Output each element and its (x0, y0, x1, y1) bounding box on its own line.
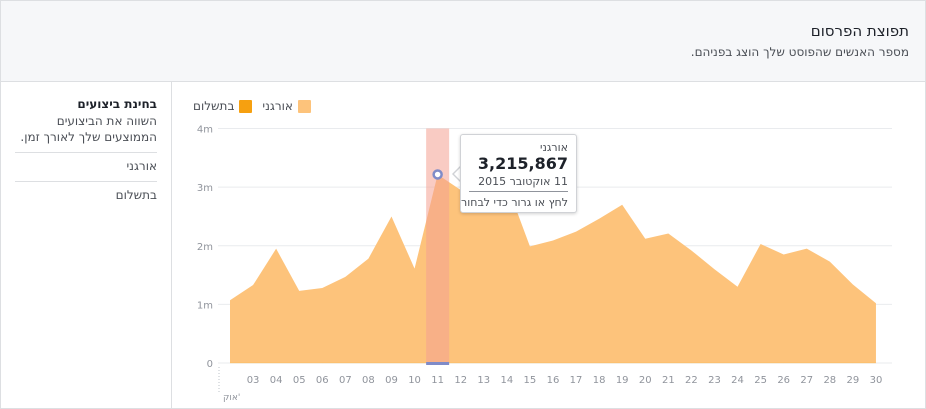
compare-paid-option[interactable]: בתשלום (115, 188, 157, 202)
x-tick-label: 14 (500, 375, 513, 386)
tooltip-date: 11 אוקטובר 2015 (478, 175, 568, 188)
tooltip-arrow-fill (454, 167, 461, 181)
legend-label-organic: אורגני (262, 99, 293, 113)
y-tick-label: 0 (207, 359, 213, 370)
x-tick-label: 06 (316, 375, 329, 386)
performance-sidebar: בחינת ביצועים השווה את הביצועים הממוצעים… (1, 82, 172, 408)
selected-day-underline (426, 362, 450, 365)
x-tick-label: 20 (639, 375, 652, 386)
tooltip-divider (469, 191, 568, 192)
x-tick-label: 10 (408, 375, 421, 386)
legend-label-paid: בתשלום (193, 99, 235, 113)
panel-subtitle: מספר האנשים שהפוסט שלך הוצג בפניהם. (690, 45, 909, 59)
organic-series-area (230, 174, 876, 363)
panel-title: תפוצת הפרסום (810, 22, 909, 40)
x-tick-label: 03 (247, 375, 260, 386)
legend-item-paid[interactable]: בתשלום (193, 99, 253, 113)
x-tick-label: 04 (270, 375, 283, 386)
x-tick-label: 27 (800, 375, 813, 386)
x-tick-label: 05 (293, 375, 306, 386)
x-tick-label: 17 (570, 375, 583, 386)
compare-organic-option[interactable]: אורגני (126, 159, 158, 173)
x-tick-label: 30 (870, 375, 883, 386)
x-tick-label: 25 (754, 375, 767, 386)
selected-point-marker (432, 169, 443, 180)
performance-description: השווה את הביצועים הממוצעים שלך לאורך זמן… (20, 114, 157, 144)
y-tick-label: 4m (197, 125, 213, 136)
x-tick-label: 18 (593, 375, 606, 386)
x-tick-label: 19 (616, 375, 629, 386)
x-tick-label: 16 (547, 375, 560, 386)
performance-heading: בחינת ביצועים (77, 97, 157, 111)
sidebar-divider (15, 181, 157, 182)
x-tick-label: 26 (777, 375, 790, 386)
sidebar-divider (15, 152, 157, 153)
x-tick-label: 28 (823, 375, 836, 386)
x-tick-label: 22 (685, 375, 698, 386)
tooltip-value: 3,215,867 (477, 154, 568, 173)
x-tick-label: 09 (385, 375, 398, 386)
x-tick-label: 11 (431, 375, 444, 386)
x-tick-label: 15 (524, 375, 537, 386)
chart-legend: אורגני בתשלום (193, 97, 321, 115)
legend-swatch-organic (297, 99, 311, 113)
x-tick-label: 21 (662, 375, 675, 386)
x-tick-label: 24 (731, 375, 744, 386)
x-tick-label: 12 (454, 375, 467, 386)
legend-item-organic[interactable]: אורגני (262, 99, 311, 113)
reach-area-chart[interactable]: 0 1m 2m 3m 4m 03 04 05 06 07 08 09 10 11 12 13 14 15 16 17 1… (172, 82, 924, 407)
x-tick-label: 13 (477, 375, 490, 386)
y-tick-label: 3m (197, 183, 213, 194)
tooltip-series: אורגני (540, 141, 568, 154)
panel-header: תפוצת הפרסום מספר האנשים שהפוסט שלך הוצג… (1, 1, 925, 82)
tooltip-hint: לחץ או גרור כדי לבחור (461, 196, 568, 209)
x-tick-label: 08 (362, 375, 375, 386)
month-label: אוק' (223, 393, 240, 403)
selected-day-band (426, 128, 450, 363)
x-tick-label: 23 (708, 375, 721, 386)
x-tick-label: 07 (339, 375, 352, 386)
legend-swatch-paid (239, 99, 253, 113)
y-tick-label: 2m (197, 242, 213, 253)
data-tooltip: אורגני 3,215,867 11 אוקטובר 2015 לחץ או … (460, 134, 577, 213)
y-tick-label: 1m (197, 300, 213, 311)
x-tick-label: 29 (847, 375, 860, 386)
